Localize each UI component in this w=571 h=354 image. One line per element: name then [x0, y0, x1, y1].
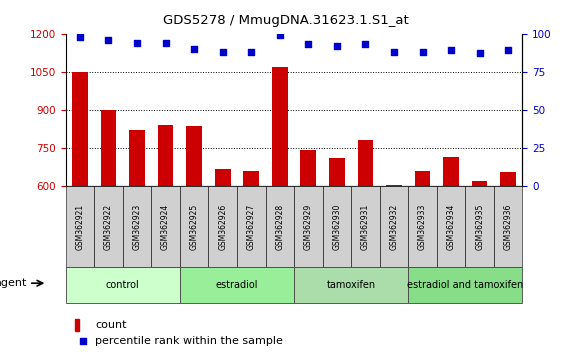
Text: GSM362936: GSM362936 — [504, 203, 513, 250]
Bar — [323, 186, 351, 267]
Text: GSM362925: GSM362925 — [190, 204, 199, 250]
Bar — [123, 186, 151, 267]
Text: GSM362933: GSM362933 — [418, 203, 427, 250]
Bar — [443, 157, 459, 186]
Text: control: control — [106, 280, 140, 290]
Point — [132, 40, 142, 46]
Point — [247, 49, 256, 55]
Point — [389, 49, 399, 55]
Bar — [208, 186, 237, 267]
Bar — [415, 171, 431, 186]
Bar — [243, 171, 259, 186]
Text: GSM362921: GSM362921 — [75, 204, 85, 250]
Text: estradiol and tamoxifen: estradiol and tamoxifen — [407, 280, 524, 290]
Bar — [294, 186, 323, 267]
Bar — [100, 110, 116, 186]
Text: GSM362922: GSM362922 — [104, 204, 113, 250]
Point — [75, 34, 85, 40]
Text: GSM362924: GSM362924 — [161, 204, 170, 250]
Bar — [237, 186, 266, 267]
Text: GSM362928: GSM362928 — [275, 204, 284, 250]
Point — [447, 47, 456, 53]
Point — [161, 40, 170, 46]
Bar — [66, 267, 180, 303]
Point — [475, 51, 484, 56]
Text: GSM362931: GSM362931 — [361, 204, 370, 250]
Bar — [72, 72, 88, 186]
Text: GSM362926: GSM362926 — [218, 204, 227, 250]
Point — [218, 49, 227, 55]
Bar — [437, 186, 465, 267]
Point — [104, 37, 113, 42]
Bar — [75, 319, 79, 331]
Bar — [294, 267, 408, 303]
Bar — [272, 67, 288, 186]
Text: GSM362927: GSM362927 — [247, 204, 256, 250]
Text: agent: agent — [0, 278, 26, 288]
Text: GSM362929: GSM362929 — [304, 204, 313, 250]
Point — [504, 47, 513, 53]
Bar — [66, 186, 94, 267]
Point — [304, 41, 313, 47]
Bar — [329, 158, 345, 186]
Bar — [472, 181, 488, 186]
Text: GSM362934: GSM362934 — [447, 203, 456, 250]
Point — [78, 338, 87, 344]
Bar — [494, 186, 522, 267]
Bar — [186, 126, 202, 186]
Bar — [266, 186, 294, 267]
Bar — [380, 186, 408, 267]
Text: GSM362930: GSM362930 — [332, 203, 341, 250]
Bar — [351, 186, 380, 267]
Text: tamoxifen: tamoxifen — [327, 280, 376, 290]
Text: count: count — [95, 320, 127, 330]
Point — [275, 32, 284, 38]
Bar — [465, 186, 494, 267]
Bar — [180, 267, 294, 303]
Bar — [357, 140, 373, 186]
Point — [190, 46, 199, 52]
Text: GSM362932: GSM362932 — [389, 204, 399, 250]
Bar — [408, 267, 522, 303]
Bar — [386, 184, 402, 186]
Bar — [94, 186, 123, 267]
Text: GDS5278 / MmugDNA.31623.1.S1_at: GDS5278 / MmugDNA.31623.1.S1_at — [163, 14, 408, 27]
Text: GSM362923: GSM362923 — [132, 204, 142, 250]
Bar — [129, 130, 145, 186]
Point — [418, 49, 427, 55]
Bar — [500, 172, 516, 186]
Text: percentile rank within the sample: percentile rank within the sample — [95, 336, 283, 346]
Bar — [215, 169, 231, 186]
Bar — [180, 186, 208, 267]
Bar — [408, 186, 437, 267]
Point — [332, 43, 341, 48]
Bar — [300, 150, 316, 186]
Text: GSM362935: GSM362935 — [475, 203, 484, 250]
Bar — [151, 186, 180, 267]
Point — [361, 41, 370, 47]
Bar — [158, 125, 174, 186]
Text: estradiol: estradiol — [216, 280, 258, 290]
